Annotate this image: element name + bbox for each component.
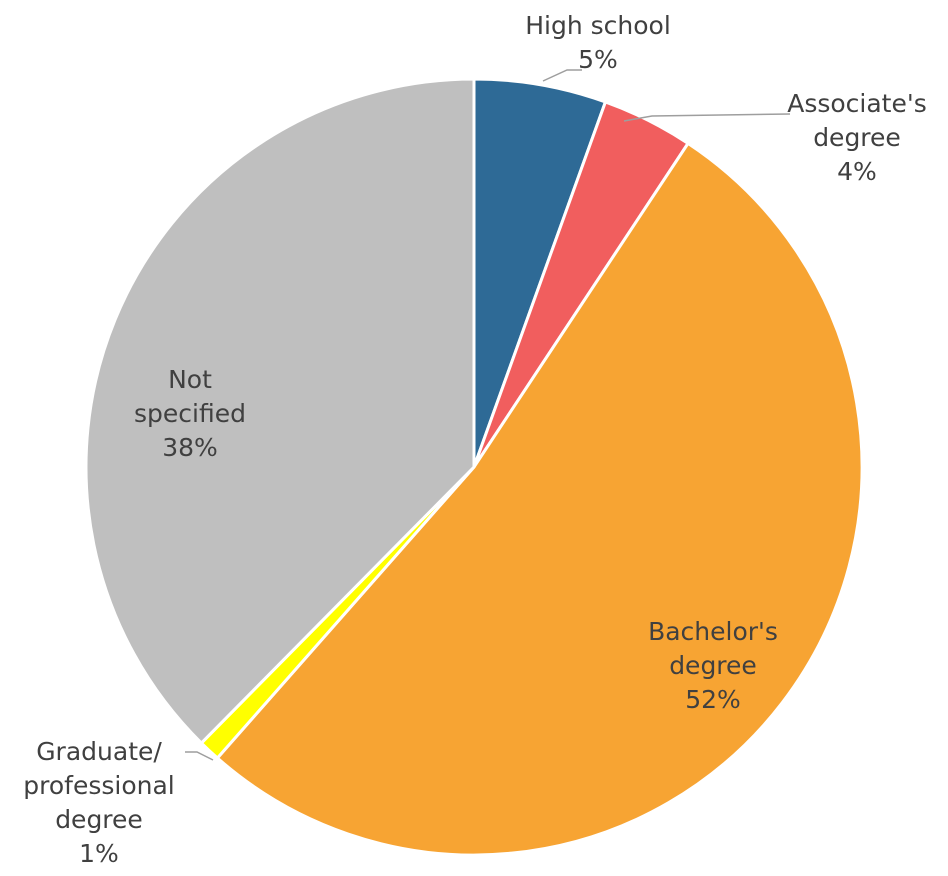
data-label-graduate-professional-degree: Graduate/professional degree 1% [23, 737, 174, 868]
pie-slice-bachelor-s-degree [215, 141, 864, 857]
data-label-line: Graduate/ [36, 737, 162, 766]
data-label-line: Associate's [787, 89, 927, 118]
leader-line-high-school [542, 69, 582, 82]
data-label-line: Not [168, 365, 212, 394]
data-label-not-specified: Not specified 38% [134, 365, 246, 462]
data-label-line: degree [669, 651, 757, 680]
pie-slice-high-school [472, 77, 607, 469]
data-label-line: specified [134, 399, 246, 428]
data-label-high-school: High school 5% [525, 11, 671, 74]
leader-line-graduate-professional-degree [185, 751, 214, 761]
data-label-line: High school [525, 11, 671, 40]
pie-slice-not-specified [84, 77, 476, 745]
leader-line-associate-s-degree [623, 113, 791, 122]
data-label-associate-s-degree: Associate's degree 4% [787, 89, 927, 186]
data-label-line: degree [55, 805, 143, 834]
leader-lines [185, 69, 791, 761]
data-label-line: 1% [79, 839, 119, 868]
data-label-line: 4% [837, 157, 877, 186]
data-label-line: professional [23, 771, 174, 800]
data-label-line: 5% [578, 45, 618, 74]
data-label-line: Bachelor's [648, 617, 778, 646]
pie-slices [84, 77, 864, 857]
data-labels: High school 5% Associate's degree 4% Bachelor… [23, 11, 927, 868]
data-label-bachelor-s-degree: Bachelor's degree 52% [648, 617, 778, 714]
data-label-line: degree [813, 123, 901, 152]
data-label-line: 52% [685, 685, 741, 714]
data-label-line: 38% [162, 433, 218, 462]
